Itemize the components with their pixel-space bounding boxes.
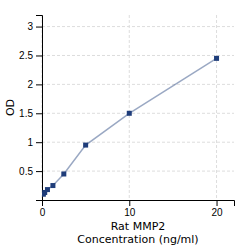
point [45, 187, 50, 192]
y-axis: 0.5 1 1.5 2 2.5 3 [19, 16, 42, 201]
tick-label: 2 [27, 79, 33, 90]
axis-line [43, 201, 235, 207]
tick-mark [36, 171, 42, 172]
tick-label: 0 [40, 207, 46, 218]
tick-mark [36, 113, 42, 114]
tick: 3 [27, 21, 42, 32]
tick: 10 [124, 200, 136, 218]
grid-line [129, 15, 130, 200]
point [214, 56, 219, 61]
tick-label: 20 [211, 207, 223, 218]
plot: 0 10 20 0.5 1 1.5 2 2.5 3 [19, 15, 234, 218]
tick-mark [36, 55, 42, 56]
grid-line [42, 113, 234, 114]
tick: 0.5 [19, 166, 42, 177]
grid-line [42, 55, 234, 56]
axis-line [36, 16, 43, 201]
grid-line [42, 142, 234, 143]
x-axis: 0 10 20 [40, 200, 235, 218]
point [61, 171, 66, 176]
tick: 20 [211, 200, 223, 218]
tick-mark [36, 142, 42, 143]
grid [42, 15, 234, 200]
tick: 0 [40, 200, 46, 218]
grid-line [216, 15, 217, 200]
tick-label: 1 [27, 137, 33, 148]
tick-label: 0.5 [19, 166, 33, 177]
tick-mark [129, 200, 130, 206]
tick-label: 10 [124, 207, 136, 218]
x-axis-label: Concentration (ng/ml) [77, 233, 198, 246]
point [50, 183, 55, 188]
point [83, 143, 88, 148]
x-axis-label: Rat MMP2 [111, 220, 166, 233]
tick: 2.5 [19, 50, 42, 61]
tick: 2 [27, 79, 42, 90]
point [127, 111, 132, 116]
grid-line [42, 26, 234, 27]
grid-line [42, 171, 234, 172]
tick-label: 2.5 [19, 50, 33, 61]
line [43, 58, 216, 194]
tick: 1.5 [19, 108, 42, 119]
marks [42, 56, 219, 197]
tick-mark [36, 84, 42, 85]
tick-label: 1.5 [19, 108, 33, 119]
tick: 1 [27, 137, 42, 148]
y-axis-label: OD [4, 99, 17, 116]
grid-line [42, 84, 234, 85]
tick-mark [36, 27, 42, 28]
tick-label: 3 [27, 21, 33, 32]
chart: 0 10 20 0.5 1 1.5 2 2.5 3 Rat MMP2Concentration (… [0, 0, 250, 250]
tick-mark [217, 200, 218, 206]
